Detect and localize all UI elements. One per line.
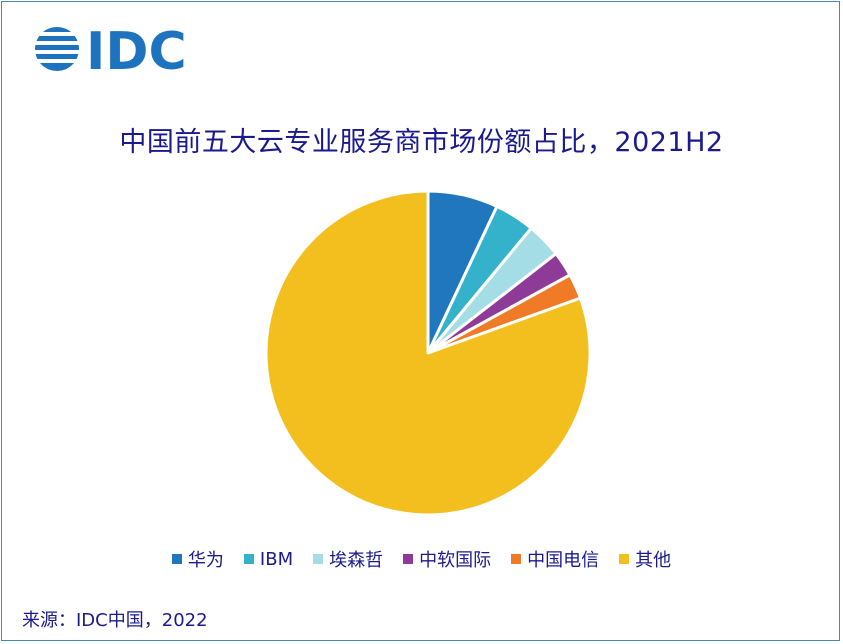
legend-item-5: 其他 bbox=[619, 546, 671, 572]
legend-item-1: IBM bbox=[243, 546, 294, 572]
legend-item-3: 中软国际 bbox=[403, 546, 491, 572]
pie-slice-5 bbox=[264, 189, 592, 517]
legend-label: 华为 bbox=[187, 550, 224, 571]
legend-label: 中国电信 bbox=[527, 550, 600, 571]
legend-label: IBM bbox=[259, 548, 294, 570]
legend-swatch bbox=[313, 554, 324, 564]
legend-item-4: 中国电信 bbox=[511, 546, 599, 572]
legend-label: 中软国际 bbox=[419, 550, 492, 571]
globe-icon bbox=[32, 27, 84, 71]
legend-swatch bbox=[619, 554, 630, 564]
idc-logo: IDC bbox=[32, 22, 187, 78]
pie-slices bbox=[264, 189, 592, 517]
logo-text: IDC bbox=[86, 22, 187, 78]
legend-item-2: 埃森哲 bbox=[313, 546, 383, 572]
legend-item-0: 华为 bbox=[171, 546, 224, 572]
chart-legend: 华为 IBM 埃森哲 中软国际 中国电信 其他 bbox=[0, 546, 843, 572]
legend-swatch bbox=[511, 554, 522, 564]
legend-label: 其他 bbox=[635, 550, 672, 571]
source-note: 来源：IDC中国，2022 bbox=[22, 610, 208, 631]
chart-title: 中国前五大云专业服务商市场份额占比，2021H2 bbox=[119, 127, 724, 158]
legend-swatch bbox=[403, 554, 414, 564]
legend-label: 埃森哲 bbox=[329, 550, 384, 571]
legend-swatch bbox=[171, 554, 182, 564]
legend-swatch bbox=[243, 554, 254, 564]
